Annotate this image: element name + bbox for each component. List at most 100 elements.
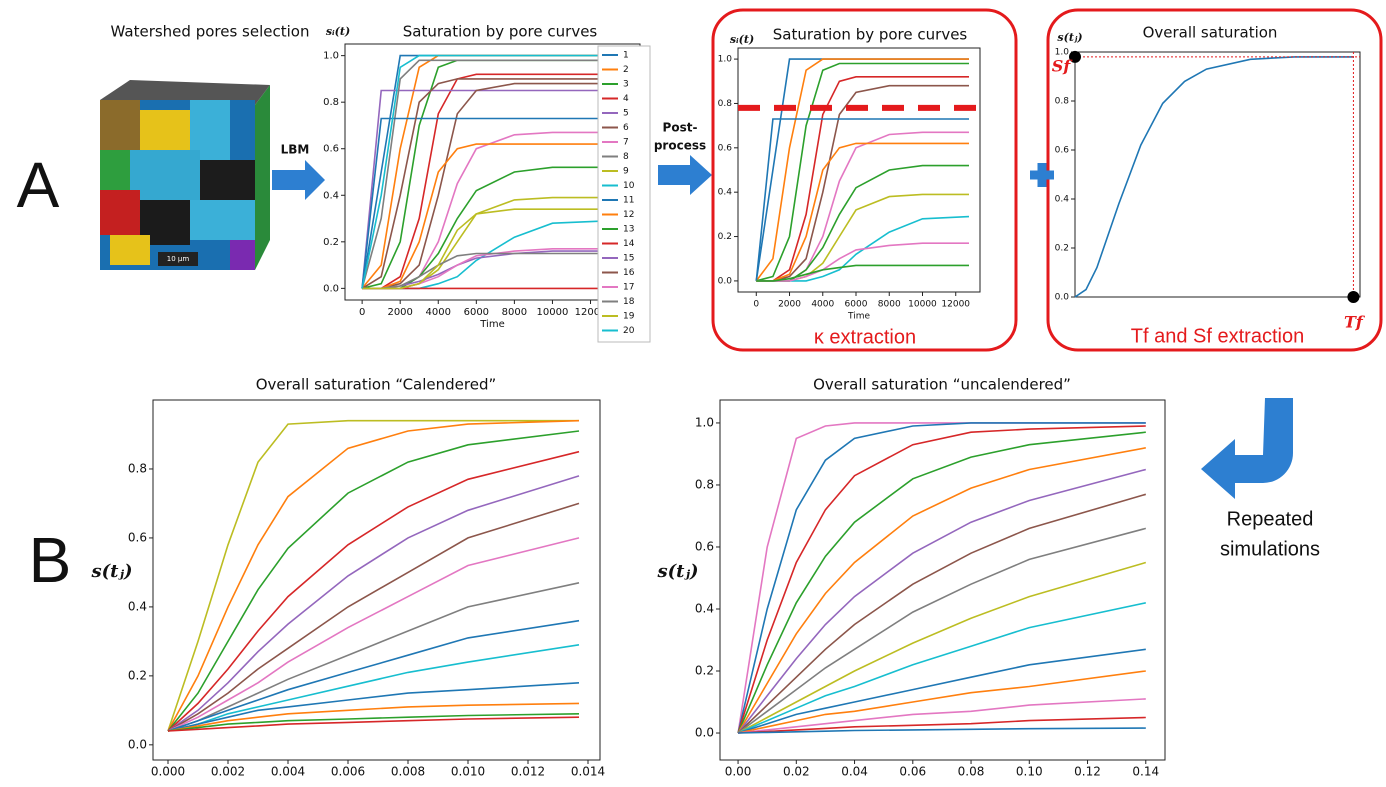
scale-label: 10 µm [167, 255, 190, 263]
x-axis-label: Time [847, 312, 870, 322]
series-line [167, 419, 579, 732]
series-line [167, 475, 580, 732]
series-line [737, 422, 1146, 734]
x-tick-label: 6000 [845, 300, 868, 310]
series-line [755, 58, 969, 282]
repeat-label: simulations [1220, 538, 1320, 560]
legend-label: 3 [623, 80, 629, 90]
x-tick-label: 0.08 [958, 765, 985, 779]
y-tick-label: 0.0 [323, 283, 339, 294]
series-line [362, 252, 606, 290]
y-tick-label: 1.0 [323, 51, 339, 62]
x-tick-label: 4000 [426, 307, 451, 318]
legend-label: 19 [623, 312, 635, 322]
arrow-label: LBM [281, 143, 310, 157]
y-tick-label: 0.2 [323, 237, 339, 248]
y-tick-label: 0.2 [718, 232, 732, 242]
series-line [361, 89, 606, 289]
y-tick-label: 0.6 [718, 143, 733, 153]
x-tick-label: 0.00 [725, 765, 752, 779]
legend-label: 5 [623, 109, 629, 119]
legend-label: 8 [623, 152, 629, 162]
series-line [167, 713, 580, 732]
y-tick-label: 1.0 [718, 55, 733, 65]
y-tick-label: 0.2 [1055, 244, 1069, 254]
x-tick-label: 0 [359, 307, 365, 318]
series-line [167, 716, 580, 732]
x-tick-label: 10000 [908, 300, 937, 310]
series-line [167, 619, 580, 732]
y-tick-label: 0.4 [1055, 195, 1070, 205]
y-tick-label: 0.6 [323, 144, 339, 155]
y-axis-label: s(tⱼ) [1057, 31, 1082, 44]
series-line [737, 648, 1146, 734]
repeat-label: Repeated [1227, 508, 1314, 530]
y-axis-label: sᵢ(t) [730, 33, 754, 46]
sf-marker [1069, 50, 1081, 63]
arrow [658, 155, 712, 195]
legend-label: 10 [623, 181, 635, 191]
x-tick-label: 0 [753, 300, 759, 310]
x-tick-label: 0.012 [511, 765, 545, 779]
x-tick-label: 2000 [387, 307, 412, 318]
series-line [755, 118, 969, 281]
series-line [167, 502, 580, 732]
series-line [737, 561, 1147, 734]
y-tick-label: 0.8 [323, 97, 339, 108]
x-axis-label: Time [479, 319, 504, 330]
legend-label: 14 [623, 239, 635, 249]
x-tick-label: 0.14 [1132, 765, 1159, 779]
y-tick-label: 0.6 [695, 539, 714, 553]
series-line [362, 143, 606, 290]
series-line [737, 447, 1146, 734]
y-tick-label: 0.8 [128, 461, 147, 475]
curved-arrow [1201, 398, 1293, 499]
y-tick-label: 0.2 [695, 664, 714, 678]
x-tick-label: 0.06 [899, 765, 926, 779]
legend-label: 16 [623, 268, 635, 278]
series-line [737, 527, 1147, 734]
highlight-box [711, 8, 1018, 352]
arrow [272, 160, 325, 200]
y-tick-label: 0.4 [718, 188, 733, 198]
series-line [361, 117, 606, 289]
x-tick-label: 0.02 [783, 765, 810, 779]
x-tick-label: 10000 [537, 307, 569, 318]
extraction-label: Tf and Sf extraction [1131, 325, 1304, 347]
x-tick-label: 0.010 [451, 765, 485, 779]
y-tick-label: 0.8 [718, 99, 733, 109]
legend-label: 11 [623, 196, 634, 206]
y-tick-label: 0.4 [695, 601, 714, 615]
x-tick-label: 0.04 [841, 765, 868, 779]
y-axis-label: s(tⱼ) [90, 561, 132, 582]
panel-label: A [17, 149, 60, 221]
plot-area [719, 399, 1166, 761]
tf-label: Tf [1344, 313, 1366, 332]
legend-label: 6 [623, 123, 629, 133]
x-tick-label: 8000 [502, 307, 527, 318]
series-line [756, 142, 969, 282]
series-line [167, 702, 580, 732]
series-line [1074, 56, 1354, 298]
chart-title: Saturation by pore curves [403, 23, 598, 41]
x-tick-label: 4000 [811, 300, 834, 310]
series-line [756, 264, 969, 282]
arrow-label: process [654, 139, 706, 153]
plot-area [737, 47, 981, 293]
legend-label: 1 [623, 51, 629, 61]
series-line [738, 698, 1146, 734]
kappa-label: κ extraction [814, 326, 916, 348]
series-line [167, 537, 580, 732]
x-tick-label: 6000 [464, 307, 489, 318]
y-tick-label: 0.0 [718, 276, 733, 286]
series-line [756, 62, 969, 282]
y-tick-label: 1.0 [695, 415, 714, 429]
y-axis-label: sᵢ(t) [326, 25, 350, 38]
chart-title: Overall saturation [1143, 24, 1278, 42]
chart-title: Overall saturation “uncalendered” [813, 376, 1071, 394]
x-tick-label: 0.000 [151, 765, 185, 779]
y-tick-label: 1.0 [1055, 48, 1070, 58]
x-tick-label: 0.004 [271, 765, 305, 779]
y-tick-label: 0.0 [128, 737, 147, 751]
